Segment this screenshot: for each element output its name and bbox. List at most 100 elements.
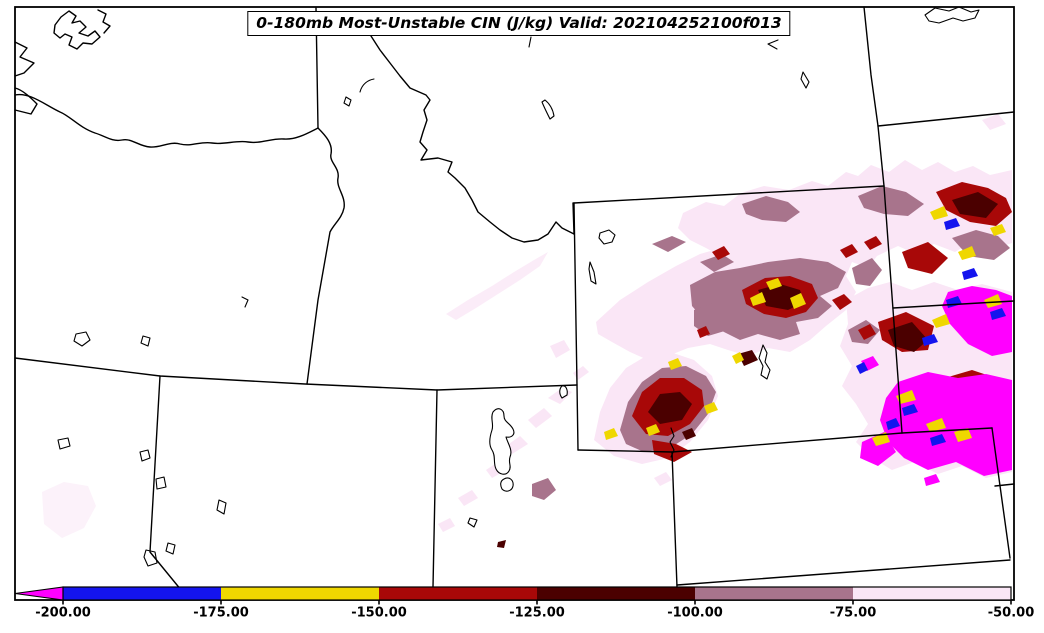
cin-region	[858, 324, 876, 340]
border-sd-ne	[892, 300, 1015, 309]
border-42n	[14, 357, 578, 391]
lake-flathead	[541, 99, 555, 120]
cin-region	[506, 436, 528, 454]
lake-nevada-4	[165, 542, 176, 555]
border-nd-sd	[877, 111, 1015, 127]
cin-region	[888, 322, 928, 352]
lake-nevada-2	[139, 449, 151, 462]
border-co-east	[991, 427, 1011, 559]
cin-region	[446, 252, 548, 320]
cin-region	[944, 218, 960, 230]
cin-region	[982, 114, 1006, 130]
lake-wyoming-ribbon	[758, 344, 771, 380]
plot-title: 0-180mb Most-Unstable CIN (J/kg) Valid: …	[247, 11, 791, 36]
lake-montana-sliver	[800, 71, 810, 89]
cin-region	[766, 278, 782, 290]
cin-region	[697, 326, 710, 338]
cin-region	[902, 242, 948, 274]
cin-region	[42, 482, 96, 538]
border-wy-north	[573, 185, 885, 204]
border-ne-ks	[994, 483, 1015, 487]
colorbar-segment	[379, 587, 537, 600]
cin-region	[924, 474, 940, 486]
coastline-washington-2	[14, 87, 38, 115]
border-id-mt	[370, 35, 575, 243]
cin-region	[832, 294, 852, 310]
lake-nevada-5	[143, 549, 158, 567]
lake-pend-oreille	[359, 78, 375, 93]
colorbar: -200.00 -175.00 -150.00 -125.00 -100.00 -75.0…	[14, 586, 1035, 621]
cin-region	[858, 186, 924, 216]
cin-region	[856, 362, 868, 374]
border-co-south	[676, 559, 1011, 586]
cin-region	[652, 236, 686, 252]
colorbar-tick-label: -50.00	[988, 606, 1035, 621]
colorbar-under-range-arrow	[14, 586, 64, 601]
coastline-puget-sound	[53, 10, 101, 50]
cin-region	[922, 334, 938, 346]
lake-bear	[559, 385, 568, 399]
cin-region	[926, 418, 946, 432]
lake-yellowstone	[598, 229, 616, 245]
cin-region	[790, 293, 806, 309]
border-wy-west	[573, 202, 579, 451]
coastline-puget-sound-2	[97, 9, 111, 34]
cin-contours-blue	[856, 218, 1006, 446]
cin-region	[872, 432, 890, 446]
cin-region	[952, 192, 998, 218]
cin-region	[990, 308, 1006, 320]
coastline-washington	[14, 41, 35, 77]
cin-region	[896, 390, 916, 404]
cin-region	[902, 404, 918, 416]
border-wa-or-columbia	[14, 93, 319, 148]
cin-region	[700, 254, 734, 272]
lake-oregon-1	[73, 331, 91, 347]
lakes	[57, 6, 980, 567]
cin-region	[668, 358, 682, 370]
cin-region	[648, 392, 692, 424]
cin-region	[550, 340, 570, 358]
cin-region	[652, 440, 692, 462]
lake-nevada-1	[57, 437, 71, 450]
lake-oregon-2	[140, 335, 151, 347]
cin-region	[930, 206, 948, 220]
lake-great-salt-lake	[489, 408, 515, 475]
colorbar-segment	[221, 587, 379, 600]
cin-region	[682, 428, 696, 440]
lake-idaho-small	[241, 296, 249, 308]
cin-region	[962, 268, 978, 280]
cin-region	[678, 160, 1012, 258]
cin-region	[990, 224, 1006, 236]
lake-jackson	[588, 261, 597, 285]
cin-region	[864, 236, 882, 250]
cin-region	[742, 196, 800, 222]
cin-region	[646, 424, 660, 436]
colorbar-tick-label: -100.00	[667, 606, 723, 621]
cin-region	[712, 246, 730, 260]
cin-region	[852, 258, 882, 286]
cin-region	[984, 294, 1002, 308]
colorbar-tick-label: -200.00	[35, 606, 91, 621]
cin-region	[532, 478, 556, 500]
lake-small-mark-1	[767, 39, 779, 50]
cin-region	[840, 244, 858, 258]
cin-region	[497, 540, 506, 548]
border-mt-east	[863, 6, 885, 187]
cin-contours-yellow	[604, 206, 1006, 446]
border-nv-ut	[432, 389, 438, 588]
cin-contours-maroon	[497, 192, 998, 548]
cin-region	[750, 292, 766, 306]
lake-fort-peck	[924, 6, 980, 24]
lake-pyramid	[216, 499, 227, 515]
lake-utah-lake	[500, 477, 514, 492]
colorbar-tick-label: -75.00	[830, 606, 877, 621]
colorbar-segment	[853, 587, 1011, 600]
cin-region	[958, 246, 976, 260]
cin-region	[738, 350, 758, 366]
border-ca-nv	[149, 375, 187, 597]
cin-region	[458, 490, 478, 506]
cin-region	[954, 428, 972, 442]
colorbar-segment	[63, 587, 221, 600]
lake-sevier	[467, 517, 478, 528]
